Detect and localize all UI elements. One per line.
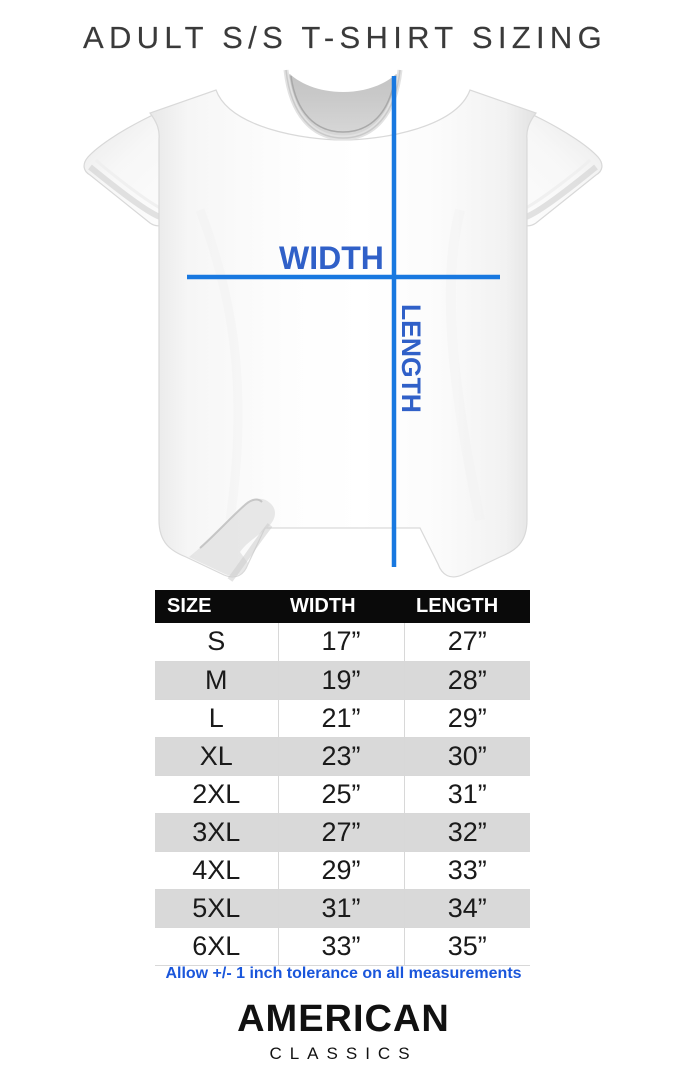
svg-text:ADULT S/S T-SHIRT SIZING: ADULT S/S T-SHIRT SIZING bbox=[83, 20, 607, 55]
svg-text:WIDTH: WIDTH bbox=[279, 240, 384, 276]
svg-text:LENGTH: LENGTH bbox=[396, 304, 426, 413]
